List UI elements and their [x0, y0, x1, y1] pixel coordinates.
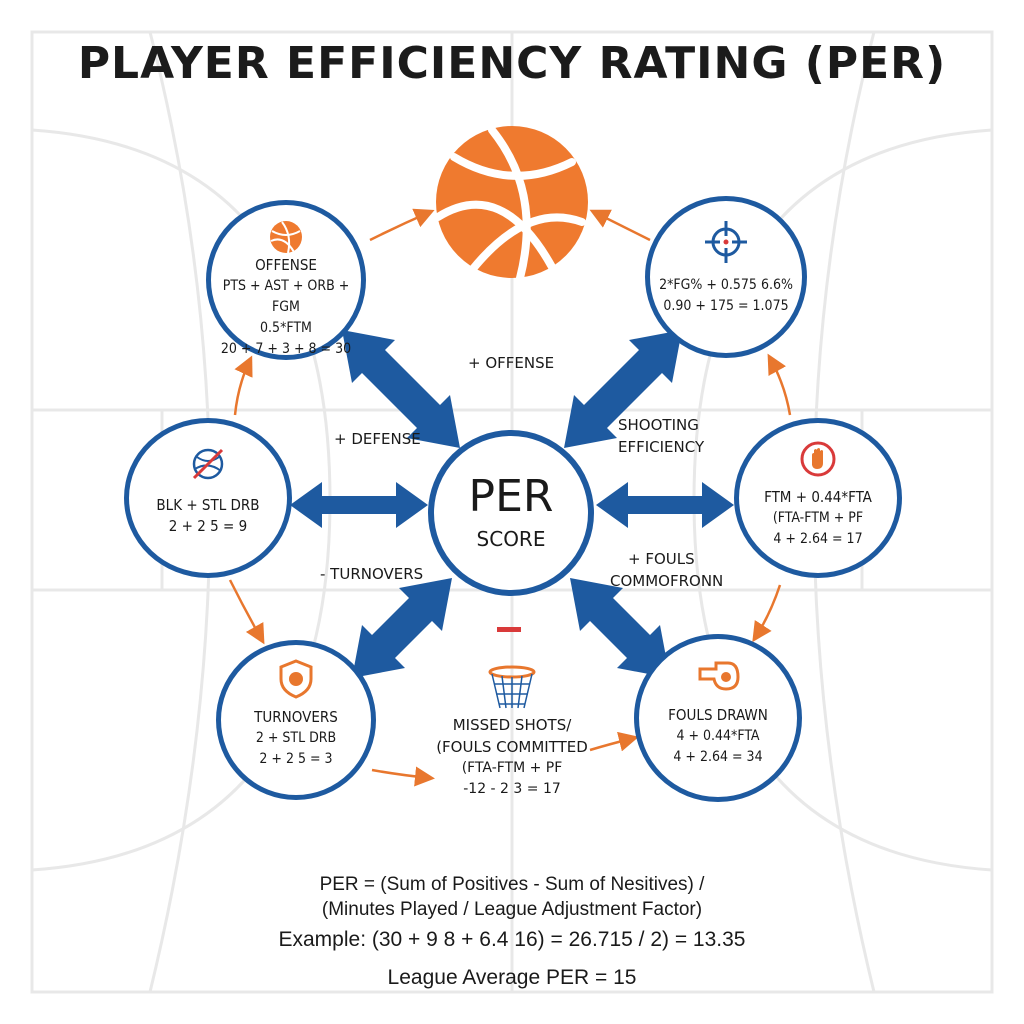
- fouls-committed-formula-2: (FTA-FTM + PF: [772, 510, 864, 526]
- fouls-drawn-node: FOULS DRAWN 4 + 0.44*FTA 4 + 2.64 = 34: [634, 634, 802, 802]
- label-shooting: SHOOTING EFFICIENCY: [618, 414, 704, 458]
- page-title: PLAYER EFFICIENCY RATING (PER): [77, 38, 947, 89]
- shooting-calc: 0.90 + 175 = 1.075: [663, 298, 789, 314]
- label-shooting-line2: EFFICIENCY: [618, 438, 705, 456]
- double-arrow-defense: [290, 482, 428, 528]
- fouls-drawn-calc: 4 + 2.64 = 34: [673, 749, 763, 765]
- arrow-defense-to-turnovers: [228, 579, 265, 645]
- missed-shots-heading: MISSED SHOTS/: [452, 716, 572, 734]
- per-label: PER: [468, 471, 554, 522]
- label-turnovers: - TURNOVERS: [320, 565, 424, 583]
- arrow-defense-to-offense: [233, 355, 253, 416]
- shooting-formula: 2*FG% + 0.575 6.6%: [659, 277, 793, 293]
- no-basketball-icon: [192, 448, 224, 480]
- per-formula-line1: PER = (Sum of Positives - Sum of Nesitiv…: [319, 874, 705, 895]
- arrow-foulscommitted-to-shooting: [767, 353, 792, 416]
- arrow-foulscommitted-to-foulsdrawn: [752, 584, 782, 643]
- fouls-committed-node: FTM + 0.44*FTA (FTA-FTM + PF 4 + 2.64 = …: [734, 418, 902, 578]
- double-arrow-fouls-drawn: [570, 578, 670, 678]
- offense-calc: 20 + 7 + 3 + 8 = 30: [220, 341, 352, 357]
- basketball-hoop-icon: [488, 665, 536, 709]
- label-offense: + OFFENSE: [468, 354, 555, 372]
- shield-icon: [279, 659, 313, 699]
- arrow-offense-to-ball: [369, 208, 435, 242]
- league-average: League Average PER = 15: [387, 966, 637, 989]
- turnovers-node: TURNOVERS 2 + STL DRB 2 + 2 5 = 3: [216, 640, 376, 800]
- missed-shots-formula: (FTA-FTM + PF: [461, 760, 563, 776]
- fouls-committed-formula: FTM + 0.44*FTA: [764, 488, 872, 506]
- missed-shots-calc: -12 - 2 3 = 17: [463, 781, 561, 797]
- crosshair-target-icon: [705, 221, 747, 263]
- turnovers-formula: 2 + STL DRB: [255, 730, 337, 746]
- offense-node: OFFENSE PTS + AST + ORB + FGM 0.5*FTM 20…: [206, 200, 366, 360]
- arrow-missed-to-foulsdrawn: [589, 731, 639, 752]
- label-defense: + DEFENSE: [334, 430, 421, 448]
- label-fouls-line2: COMMOFRONN: [610, 572, 724, 590]
- basketball-icon: [434, 126, 588, 282]
- defense-node: BLK + STL DRB 2 + 2 5 = 9: [124, 418, 292, 578]
- arrow-turnovers-to-missed: [371, 766, 435, 787]
- label-fouls-line1: + FOULS: [628, 550, 695, 568]
- turnovers-calc: 2 + 2 5 = 3: [259, 751, 333, 767]
- score-label: SCORE: [476, 527, 546, 551]
- fouls-drawn-heading: FOULS DRAWN: [668, 706, 768, 724]
- minus-mark: [497, 627, 521, 632]
- missed-shots-subheading: (FOULS COMMITTED: [436, 738, 588, 756]
- double-arrow-shooting: [564, 330, 682, 448]
- turnovers-heading: TURNOVERS: [254, 708, 338, 726]
- shooting-node: 2*FG% + 0.575 6.6% 0.90 + 175 = 1.075: [645, 196, 807, 358]
- double-arrow-turnovers: [352, 578, 452, 678]
- fouls-drawn-formula: 4 + 0.44*FTA: [676, 728, 760, 744]
- basketball-icon: [270, 221, 302, 254]
- double-arrow-fouls-committed: [596, 482, 734, 528]
- per-formula-line2: (Minutes Played / League Adjustment Fact…: [321, 899, 703, 920]
- whistle-icon: [698, 661, 740, 691]
- double-arrow-offense: [342, 330, 460, 448]
- offense-formula-2: 0.5*FTM: [260, 320, 312, 336]
- hand-stop-icon: [800, 441, 836, 477]
- offense-formula: PTS + AST + ORB + FGM: [222, 278, 350, 315]
- arrow-shooting-to-ball: [589, 209, 651, 242]
- per-score-node: PER SCORE: [428, 430, 594, 596]
- per-example: Example: (30 + 9 8 + 6.4 16) = 26.715 / …: [278, 928, 746, 951]
- defense-formula: BLK + STL DRB: [156, 496, 260, 514]
- fouls-committed-calc: 4 + 2.64 = 17: [773, 531, 863, 547]
- label-shooting-line1: SHOOTING: [618, 416, 699, 434]
- missed-shots-block: MISSED SHOTS/ (FOULS COMMITTED (FTA-FTM …: [410, 714, 614, 800]
- defense-calc: 2 + 2 5 = 9: [168, 517, 248, 535]
- label-fouls: + FOULS COMMOFRONN: [610, 548, 723, 592]
- offense-heading: OFFENSE: [255, 256, 317, 274]
